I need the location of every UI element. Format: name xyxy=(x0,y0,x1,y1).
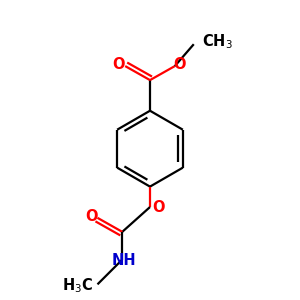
Text: H$_3$C: H$_3$C xyxy=(62,277,93,296)
Text: O: O xyxy=(85,209,97,224)
Text: O: O xyxy=(152,200,164,214)
Text: NH: NH xyxy=(111,253,136,268)
Text: O: O xyxy=(112,57,125,72)
Text: O: O xyxy=(173,57,185,72)
Text: CH$_3$: CH$_3$ xyxy=(202,32,233,51)
